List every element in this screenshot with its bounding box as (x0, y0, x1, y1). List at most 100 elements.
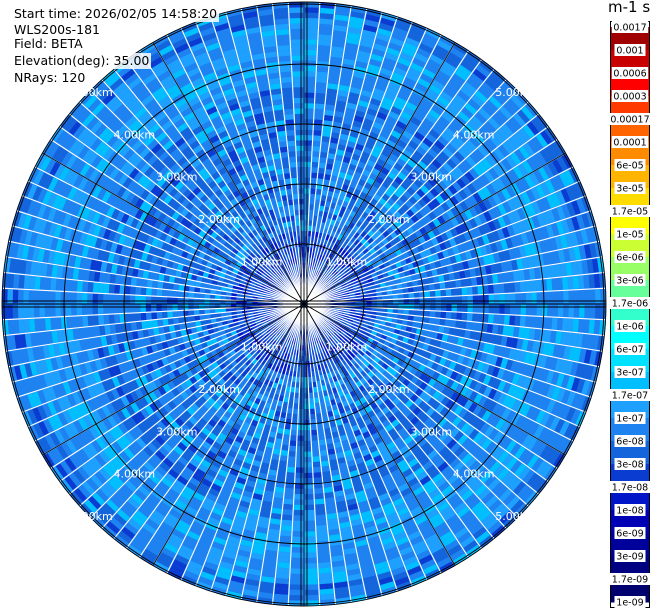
gate-cell (278, 395, 285, 402)
gate-cell (201, 216, 210, 225)
gate-cell (134, 107, 147, 119)
gate-cell (353, 317, 360, 322)
gate-cell (304, 355, 307, 362)
gate-cell (239, 500, 251, 509)
gate-cell (520, 304, 527, 315)
gate-cell (270, 243, 276, 250)
gate-cell (317, 353, 322, 360)
ray (306, 306, 539, 506)
gate-cell (238, 334, 246, 341)
gate-cell (445, 388, 455, 399)
gate-cell (346, 459, 356, 468)
gate-cell (304, 589, 319, 596)
gate-cell (236, 123, 247, 132)
gate-cell (262, 495, 273, 503)
ray (305, 307, 412, 591)
gate-cell (269, 518, 281, 525)
gate-cell (124, 304, 130, 313)
gate-cell (508, 426, 520, 439)
gate-cell (124, 164, 136, 176)
gate-cell (242, 490, 253, 498)
gate-cell (119, 285, 126, 295)
gate-cell (157, 70, 171, 82)
gate-cell (578, 348, 587, 363)
gate-cell (193, 381, 202, 390)
gate-cell (435, 364, 444, 374)
gate-cell (278, 286, 284, 291)
gate-cell (244, 234, 252, 242)
gate-cell (282, 273, 288, 280)
gate-cell (186, 32, 201, 43)
gate-cell (190, 327, 198, 334)
gate-cell (162, 457, 174, 468)
gate-cell (197, 331, 204, 338)
gate-cell (506, 496, 520, 510)
gate-cell (266, 328, 272, 334)
gate-cell (478, 384, 488, 395)
gate-cell (259, 586, 274, 594)
gate-cell (117, 107, 130, 120)
gate-cell (156, 359, 165, 368)
gate-cell (106, 521, 120, 534)
gate-cell (461, 356, 470, 366)
gate-cell (177, 404, 187, 414)
gate-cell (240, 60, 253, 69)
gate-cell (192, 453, 203, 464)
gate-cell (390, 322, 397, 329)
gate-cell (539, 355, 548, 368)
gate-cell (411, 462, 422, 473)
gate-cell (167, 227, 176, 237)
gate-cell (205, 436, 215, 446)
gate-cell (280, 339, 286, 346)
gate-cell (172, 68, 186, 79)
gate-cell (388, 393, 397, 402)
gate-cell (236, 350, 243, 357)
gate-cell (221, 402, 230, 411)
gate-cell (185, 229, 194, 238)
gate-cell (140, 346, 149, 356)
gate-cell (84, 338, 92, 350)
gate-cell (198, 507, 211, 517)
gate-cell (139, 131, 152, 143)
gate-cell (66, 316, 73, 329)
gate-cell (125, 322, 132, 332)
gate-cell (480, 352, 488, 363)
gate-cell (152, 424, 163, 435)
gate-cell (226, 193, 235, 202)
gate-cell (101, 380, 111, 392)
gate-cell (201, 96, 213, 106)
gate-cell (333, 331, 339, 337)
gate-cell (317, 423, 324, 430)
gate-cell (445, 424, 456, 435)
gate-cell (355, 456, 365, 465)
gate-cell (269, 291, 276, 295)
gate-cell (94, 510, 109, 524)
gate-cell (177, 47, 192, 59)
ray (17, 196, 301, 303)
gate-cell (267, 320, 273, 325)
gate-cell (39, 318, 46, 331)
gate-cell (8, 366, 18, 382)
gate-cell (99, 109, 113, 123)
gate-cell (144, 337, 151, 346)
gate-cell (426, 360, 434, 369)
gate-cell (384, 478, 395, 488)
gate-cell (267, 356, 273, 363)
gate-cell (346, 332, 352, 338)
gate-cell (507, 397, 517, 410)
gate-cell (353, 485, 364, 493)
gate-cell (163, 169, 173, 180)
gate-cell (170, 449, 181, 460)
gate-cell (97, 369, 107, 382)
gate-cell (163, 194, 173, 205)
gate-cell (246, 171, 255, 179)
gate-cell (275, 343, 281, 349)
gate-cell (204, 37, 219, 47)
gate-cell (445, 399, 455, 410)
gate-cell (350, 589, 365, 597)
gate-cell (293, 403, 299, 409)
gate-cell (585, 365, 595, 380)
gate-cell (384, 423, 394, 433)
gate-cell (166, 173, 177, 184)
gate-cell (107, 151, 119, 164)
